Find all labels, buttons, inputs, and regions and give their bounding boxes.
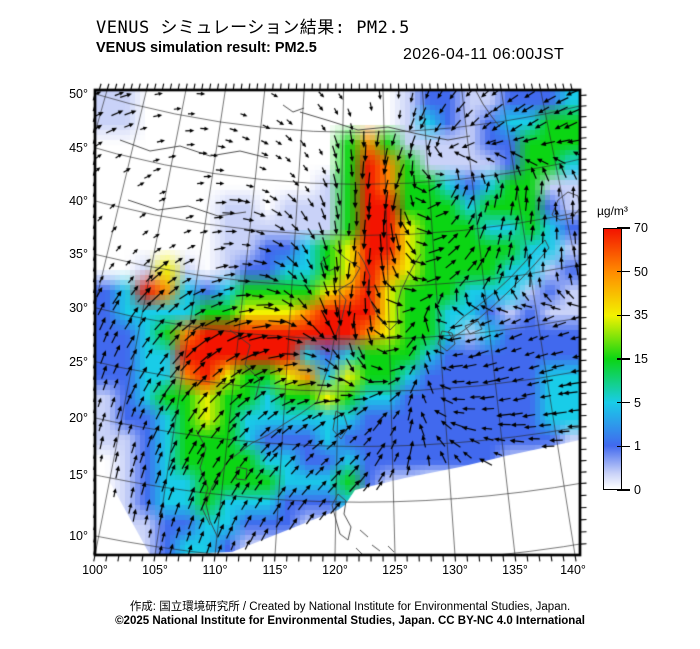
- x-axis-label: 105°: [142, 563, 168, 577]
- x-axis-label: 140°: [560, 563, 586, 577]
- colorbar-tick: [617, 358, 630, 360]
- y-axis-label: 15°: [69, 467, 88, 482]
- credit-text: 作成: 国立環境研究所 / Created by National Instit…: [129, 601, 571, 613]
- x-axis-label: 100°: [82, 563, 108, 577]
- x-axis-label: 115°: [262, 563, 288, 577]
- timestamp: 2026-04-11 06:00JST: [403, 46, 565, 63]
- colorbar-unit-label: µg/m³: [597, 204, 628, 218]
- colorbar-tick-label: 35: [634, 308, 648, 323]
- colorbar-tick-label: 50: [634, 264, 648, 279]
- x-axis-label: 110°: [202, 563, 228, 577]
- colorbar-tick: [617, 401, 630, 404]
- y-axis-label: 30°: [69, 301, 88, 316]
- y-axis-label: 25°: [69, 354, 88, 369]
- colorbar-tick: [617, 227, 630, 229]
- license-text: ©2025 National Institute for Environment…: [115, 615, 585, 627]
- y-axis-label: 35°: [69, 247, 88, 262]
- colorbar-tick-label: 1: [634, 439, 641, 454]
- y-axis-label: 10°: [69, 528, 88, 543]
- colorbar-tick-label: 70: [634, 221, 648, 235]
- x-axis-label: 120°: [322, 563, 348, 577]
- x-axis-label: 125°: [382, 563, 408, 577]
- y-axis-label: 20°: [69, 411, 88, 425]
- page-title-en: VENUS simulation result: PM2.5: [96, 40, 317, 56]
- x-axis-label: 135°: [502, 563, 528, 577]
- colorbar-tick: [617, 489, 630, 491]
- y-axis-label: 40°: [69, 194, 88, 209]
- y-axis-label: 45°: [69, 141, 88, 156]
- x-axis-label: 130°: [442, 563, 468, 577]
- colorbar-tick: [617, 445, 630, 448]
- colorbar-tick-label: 15: [634, 352, 648, 366]
- colorbar-tick: [617, 314, 630, 317]
- y-axis-label: 50°: [69, 87, 88, 102]
- colorbar-tick-label: 0: [634, 483, 641, 497]
- colorbar-tick-label: 5: [634, 395, 641, 410]
- colorbar-tick: [617, 270, 630, 273]
- pm25-map-canvas: [87, 82, 588, 563]
- page-title-jp: VENUS シミュレーション結果: PM2.5: [96, 18, 410, 38]
